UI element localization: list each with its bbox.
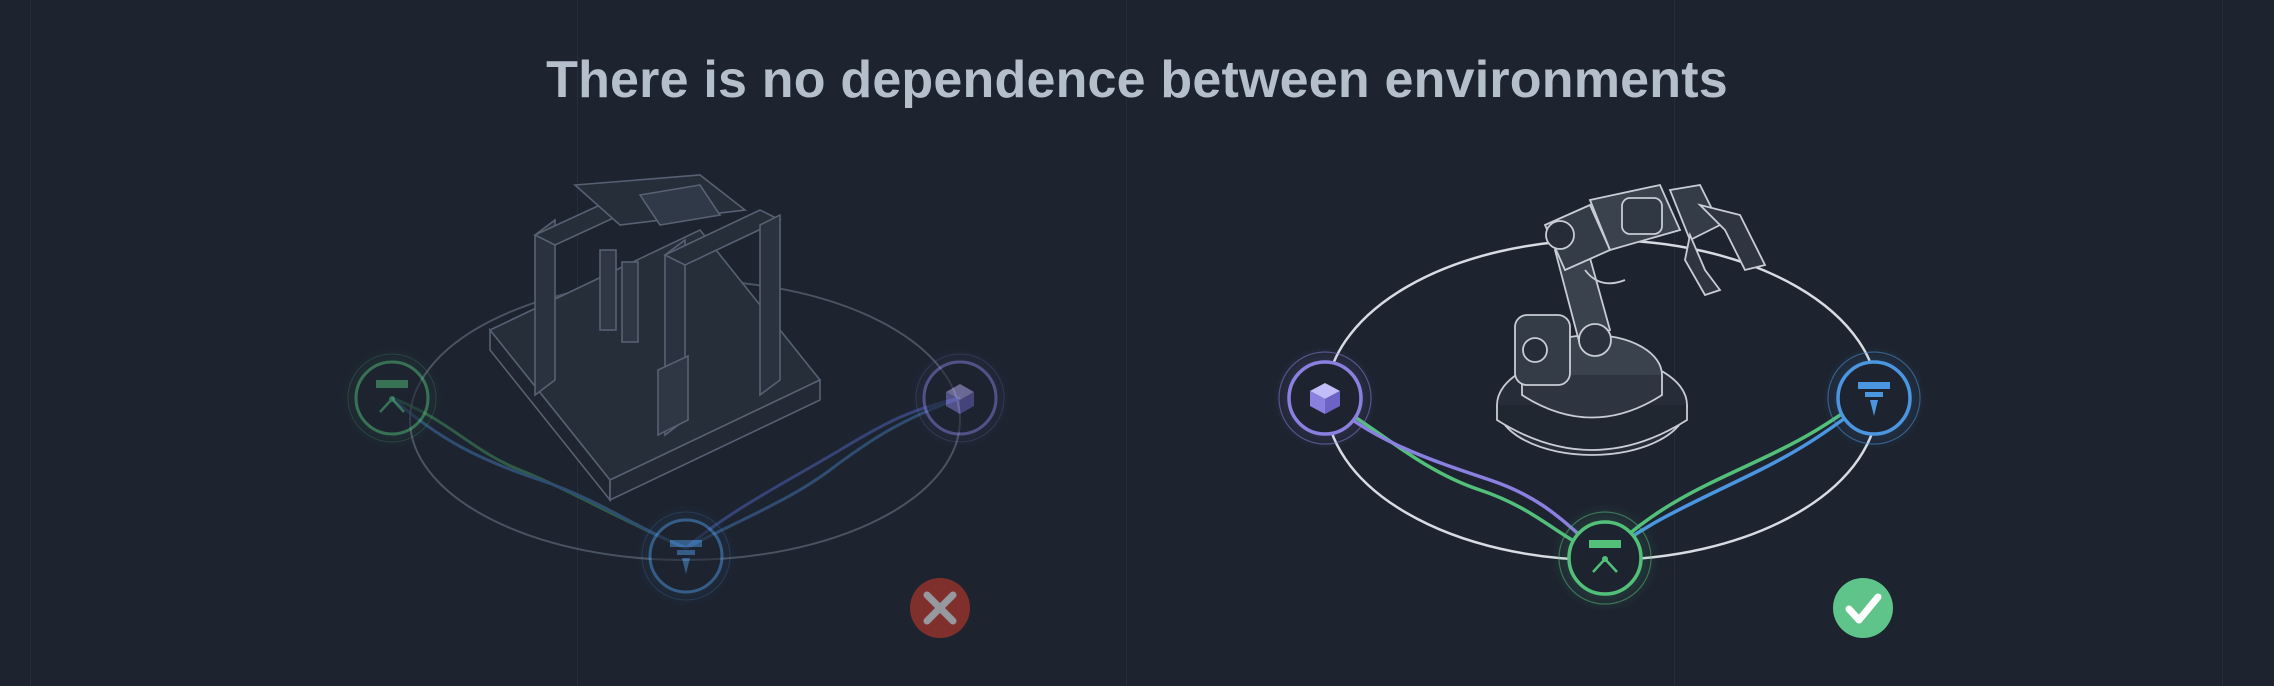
grid-line (2222, 0, 2223, 686)
grid-line (1674, 0, 1675, 686)
left-scenario (340, 174, 1012, 638)
node-cube (1273, 346, 1377, 450)
cube-icon (1310, 383, 1340, 414)
gripper-icon (1589, 540, 1621, 573)
gantry-robot (488, 174, 822, 503)
success-icon (1833, 578, 1893, 638)
right-scenario (1273, 183, 1926, 638)
drill-icon (670, 540, 702, 574)
drill-icon (1858, 382, 1890, 416)
grid-line (30, 0, 31, 686)
fail-icon (910, 578, 970, 638)
robot-arm (1496, 183, 1767, 456)
node-gripper (1551, 504, 1659, 612)
grid-line (1126, 0, 1127, 686)
node-drill (634, 504, 738, 608)
node-cube (908, 346, 1012, 450)
cube-icon (946, 384, 974, 414)
gripper-icon (376, 380, 408, 413)
node-drill (1822, 346, 1926, 450)
page-title: There is no dependence between environme… (546, 51, 1728, 109)
node-gripper (340, 346, 444, 450)
